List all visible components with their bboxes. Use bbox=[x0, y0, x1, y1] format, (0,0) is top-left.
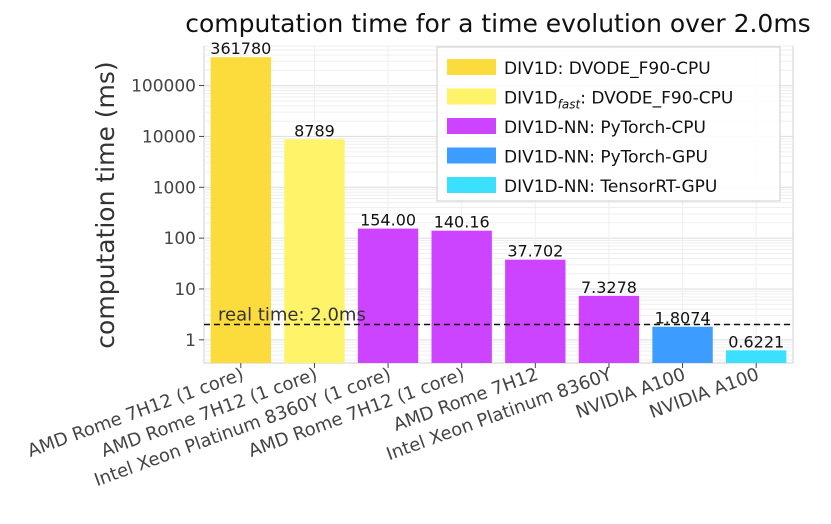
legend-swatch bbox=[447, 147, 496, 164]
y-tick-label: 100000 bbox=[131, 77, 196, 97]
chart-title: computation time for a time evolution ov… bbox=[185, 9, 810, 38]
y-tick-label: 10000 bbox=[142, 127, 196, 147]
bar bbox=[284, 139, 345, 363]
y-axis-label: computation time (ms) bbox=[91, 61, 120, 348]
y-tick-label: 1 bbox=[185, 331, 196, 351]
data-label: 0.6221 bbox=[728, 332, 784, 351]
data-label: 7.3278 bbox=[581, 278, 637, 297]
data-labels: 361780 8789 154.00 140.16 37.702 7.3278 1.8074… bbox=[210, 39, 784, 351]
bar bbox=[210, 57, 271, 364]
data-label: 361780 bbox=[210, 39, 271, 58]
y-tick-label: 10 bbox=[174, 280, 196, 300]
reference-line-label: real time: 2.0ms bbox=[218, 305, 366, 326]
y-axis-ticks: 1 10 100 1000 10000 100000 bbox=[131, 77, 204, 351]
bar bbox=[578, 295, 640, 363]
bar bbox=[431, 230, 492, 363]
legend-swatch bbox=[447, 118, 496, 134]
bars bbox=[210, 57, 787, 364]
legend-label: DIV1D-NN: TensorRT-GPU bbox=[504, 177, 717, 197]
legend: DIV1D: DVODE_F90-CPU DIV1Dfast: DVODE_F90… bbox=[436, 46, 781, 202]
bar bbox=[505, 259, 566, 363]
y-tick-label: 1000 bbox=[153, 178, 196, 198]
bar bbox=[726, 350, 787, 363]
data-label: 154.00 bbox=[360, 211, 416, 230]
legend-label: DIV1D-NN: PyTorch-GPU bbox=[504, 148, 708, 168]
data-label: 8789 bbox=[294, 121, 335, 140]
y-tick-label: 100 bbox=[164, 229, 196, 249]
legend-swatch bbox=[447, 177, 496, 193]
bar bbox=[652, 326, 713, 363]
bar bbox=[357, 228, 419, 363]
x-axis-ticks: AMD Rome 7H12 (1 core)AMD Rome 7H12 (1 c… bbox=[25, 363, 762, 491]
legend-swatch bbox=[447, 88, 496, 105]
legend-label: DIV1D: DVODE_F90-CPU bbox=[504, 59, 711, 79]
data-label: 37.702 bbox=[507, 242, 563, 261]
legend-swatch bbox=[447, 59, 496, 75]
data-label: 140.16 bbox=[434, 213, 490, 232]
data-label: 1.8074 bbox=[655, 309, 711, 328]
reference-line-group: real time: 2.0ms bbox=[204, 305, 793, 326]
legend-label: DIV1Dfast: DVODE_F90-CPU bbox=[504, 89, 733, 112]
legend-label: DIV1D-NN: PyTorch-CPU bbox=[504, 118, 706, 138]
